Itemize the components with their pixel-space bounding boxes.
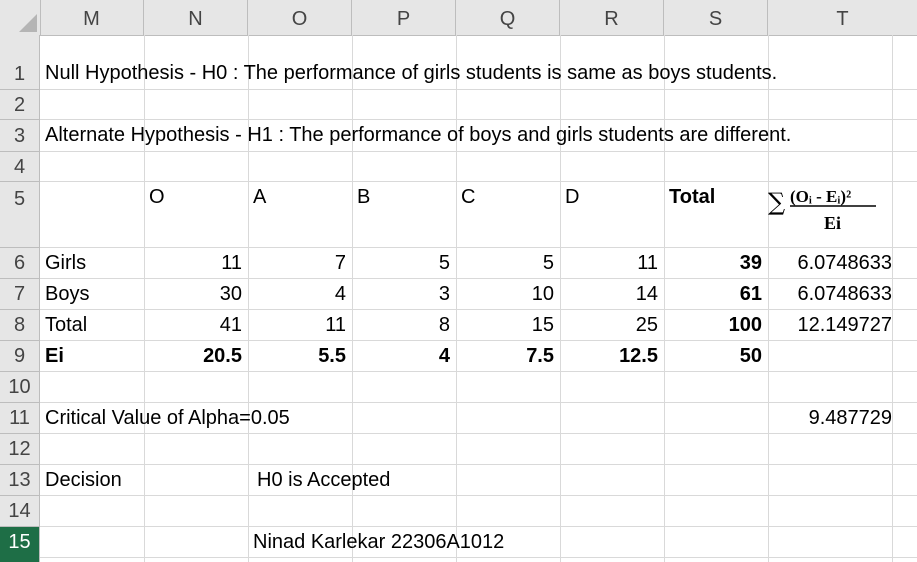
grid-line	[40, 247, 917, 248]
grid-line	[40, 371, 917, 372]
grid-line	[40, 278, 917, 279]
total-b[interactable]: 8	[438, 314, 450, 336]
total-label[interactable]: Total	[45, 314, 88, 336]
ei-label[interactable]: Ei	[45, 345, 64, 367]
girls-d[interactable]: 11	[637, 252, 658, 274]
formula-denominator: Ei	[824, 213, 841, 233]
row-header-1[interactable]: 1	[0, 35, 40, 90]
critical-value[interactable]: 9.487729	[808, 407, 892, 429]
grade-b-header[interactable]: B	[357, 186, 371, 208]
boys-label[interactable]: Boys	[45, 283, 90, 305]
col-header-q[interactable]: Q	[456, 0, 560, 35]
grid-line	[768, 35, 769, 562]
grid-line	[40, 402, 917, 403]
row-header-13[interactable]: 13	[0, 465, 40, 496]
grid-line	[40, 181, 917, 182]
grid-line	[40, 557, 917, 558]
boys-a[interactable]: 4	[334, 283, 346, 305]
boys-c[interactable]: 10	[531, 283, 554, 305]
girls-a[interactable]: 7	[334, 252, 346, 274]
row-header-10[interactable]: 10	[0, 372, 40, 403]
col-header-r[interactable]: R	[560, 0, 664, 35]
row-header-7[interactable]: 7	[0, 279, 40, 310]
boys-b[interactable]: 3	[438, 283, 450, 305]
col-header-n[interactable]: N	[144, 0, 248, 35]
ei-o[interactable]: 20.5	[203, 345, 242, 367]
row-header-6[interactable]: 6	[0, 248, 40, 279]
formula-numerator: (Oᵢ - Eᵢ)²	[790, 187, 851, 206]
grid-line	[40, 433, 917, 434]
ei-total[interactable]: 50	[739, 345, 762, 367]
col-header-o[interactable]: O	[248, 0, 352, 35]
girls-c[interactable]: 5	[542, 252, 554, 274]
grid-line	[40, 89, 917, 90]
grade-o-header[interactable]: O	[149, 186, 165, 208]
girls-total[interactable]: 39	[739, 252, 762, 274]
girls-label[interactable]: Girls	[45, 252, 87, 274]
col-header-t[interactable]: T	[836, 8, 849, 30]
row-header-5[interactable]: 5	[0, 182, 40, 248]
critical-value-label[interactable]: Critical Value of Alpha=0.05	[45, 407, 290, 429]
grid-line	[40, 119, 917, 120]
total-a[interactable]: 11	[325, 314, 346, 336]
alternate-hypothesis-cell[interactable]: Alternate Hypothesis - H1 : The performa…	[45, 124, 792, 146]
grid-line	[892, 35, 893, 562]
decision-value[interactable]: H0 is Accepted	[257, 469, 391, 491]
grid-line	[248, 35, 249, 562]
grid-line	[40, 526, 917, 527]
total-d[interactable]: 25	[635, 314, 658, 336]
grade-d-header[interactable]: D	[565, 186, 580, 208]
girls-o[interactable]: 11	[221, 252, 242, 274]
total-o[interactable]: 41	[219, 314, 242, 336]
row-header-4[interactable]: 4	[0, 152, 40, 182]
row-header-12[interactable]: 12	[0, 434, 40, 465]
grade-a-header[interactable]: A	[253, 186, 267, 208]
null-hypothesis-cell[interactable]: Null Hypothesis - H0 : The performance o…	[45, 62, 778, 84]
col-header-s[interactable]: S	[664, 0, 768, 35]
grand-total[interactable]: 100	[728, 314, 762, 336]
chi-square-formula: ∑ (Oᵢ - Eᵢ)² Ei	[768, 180, 878, 238]
grid-line	[40, 464, 917, 465]
sigma-symbol: ∑	[768, 188, 785, 216]
boys-total[interactable]: 61	[739, 283, 762, 305]
row-header-3[interactable]: 3	[0, 120, 40, 152]
column-header-bar	[0, 0, 917, 36]
select-all-icon	[19, 14, 37, 32]
grid-line	[40, 309, 917, 310]
boys-d[interactable]: 14	[635, 283, 658, 305]
total-chi[interactable]: 12.149727	[797, 314, 892, 336]
grid-line	[352, 35, 353, 562]
col-header-p[interactable]: P	[352, 0, 456, 35]
boys-o[interactable]: 30	[219, 283, 242, 305]
ei-b[interactable]: 4	[438, 345, 450, 367]
girls-b[interactable]: 5	[438, 252, 450, 274]
row-header-14[interactable]: 14	[0, 496, 40, 527]
grade-c-header[interactable]: C	[461, 186, 476, 208]
select-all-corner[interactable]	[0, 0, 41, 35]
decision-label[interactable]: Decision	[45, 469, 122, 491]
ei-d[interactable]: 12.5	[619, 345, 658, 367]
row-header-2[interactable]: 2	[0, 90, 40, 120]
girls-chi[interactable]: 6.0748633	[797, 252, 892, 274]
ei-a[interactable]: 5.5	[318, 345, 346, 367]
author-cell[interactable]: Ninad Karlekar 22306A1012	[253, 531, 505, 553]
col-header-m[interactable]: M	[40, 0, 144, 35]
total-header[interactable]: Total	[669, 186, 716, 208]
row-header-11[interactable]: 11	[0, 403, 40, 434]
row-header-15[interactable]: 15	[0, 527, 40, 562]
total-c[interactable]: 15	[531, 314, 554, 336]
grid-line	[40, 151, 917, 152]
row-header-9[interactable]: 9	[0, 341, 40, 372]
grid-line	[40, 340, 917, 341]
row-header-8[interactable]: 8	[0, 310, 40, 341]
boys-chi[interactable]: 6.0748633	[797, 283, 892, 305]
grid-line	[40, 495, 917, 496]
grid-line	[144, 35, 145, 562]
grid-line	[560, 35, 561, 562]
grid-line	[456, 35, 457, 562]
grid-line	[664, 35, 665, 562]
ei-c[interactable]: 7.5	[526, 345, 554, 367]
